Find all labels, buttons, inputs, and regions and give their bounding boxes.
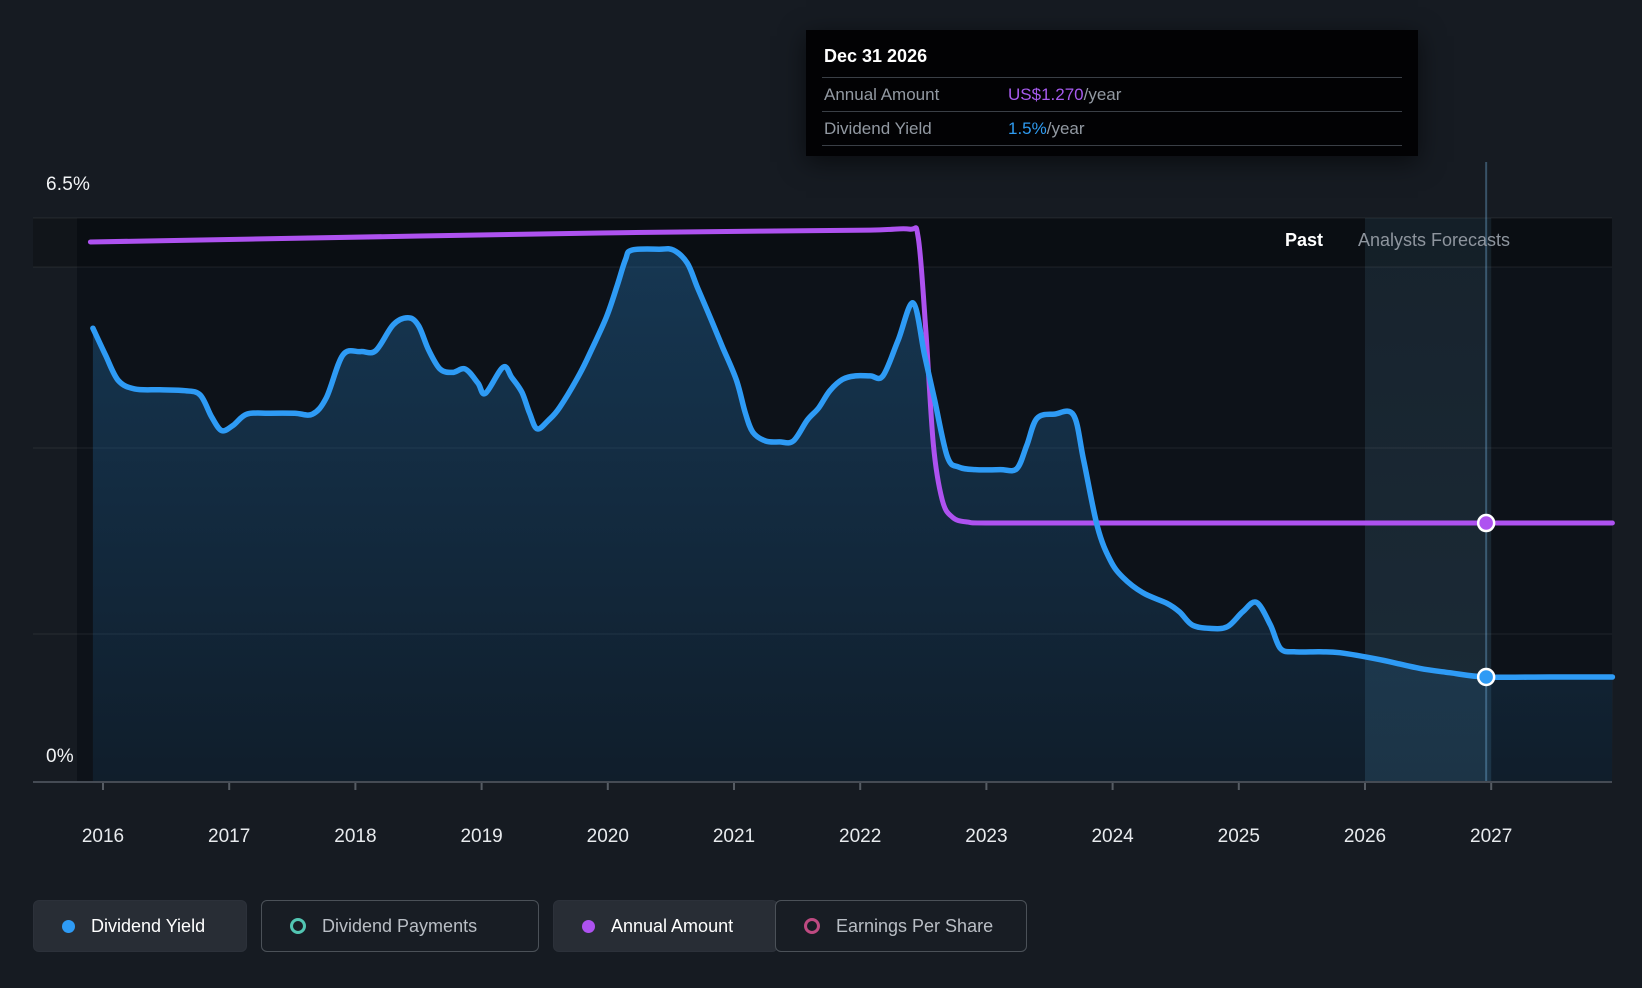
dividend-payments-marker-icon: [290, 918, 306, 934]
annual-amount-line[interactable]: [87, 225, 1615, 526]
x-axis-label: 2026: [1343, 826, 1387, 847]
legend-item-earnings-per-share[interactable]: Earnings Per Share: [775, 900, 1027, 952]
legend-item-label: Dividend Yield: [91, 915, 206, 936]
past-label: Past: [1284, 230, 1323, 250]
legend-item-label: Annual Amount: [611, 915, 734, 936]
annual-amount-marker-icon: [582, 919, 595, 933]
dividend-yield-line[interactable]: [90, 246, 1616, 681]
legend-item-label: Dividend Payments: [322, 915, 478, 936]
x-axis-label: 2019: [460, 826, 503, 847]
x-axis-label: 2021: [712, 826, 756, 847]
x-axis-label: 2018: [334, 826, 377, 847]
x-axis-label: 2022: [839, 826, 882, 847]
tooltip-row-suffix: /year: [1046, 118, 1085, 138]
y-axis-label-min: 0%: [46, 746, 74, 767]
dividend-yield-area: [92, 248, 1613, 782]
legend-item-annual-amount[interactable]: Annual Amount: [553, 900, 778, 952]
tooltip-row-suffix: /year: [1083, 84, 1122, 104]
annual-amount-marker[interactable]: [1476, 513, 1496, 533]
x-axis-label: 2017: [208, 826, 251, 847]
tooltip-rows: Annual Amount US$1.270/year Dividend Yield…: [822, 77, 1402, 146]
x-axis-label: 2016: [81, 826, 125, 847]
hover-tooltip: Dec 31 2026 Annual Amount US$1.270/year Di…: [806, 30, 1418, 156]
x-axis-label: 2024: [1091, 826, 1134, 847]
earnings-per-share-marker-icon: [804, 918, 820, 934]
legend-item-dividend-payments[interactable]: Dividend Payments: [261, 900, 539, 952]
legend-item-dividend-yield[interactable]: Dividend Yield: [33, 900, 247, 952]
tooltip-date: Dec 31 2026: [824, 46, 928, 66]
x-axis-label: 2023: [965, 826, 1008, 847]
tooltip-row-value: 1.5%: [1008, 118, 1047, 138]
x-axis-label: 2027: [1470, 826, 1513, 847]
header-strip: [33, 218, 1612, 267]
tooltip-row-label: Annual Amount: [824, 84, 940, 104]
analysts-forecasts-label: Analysts Forecasts: [1358, 230, 1511, 250]
y-axis-label-max: 6.5%: [46, 174, 91, 195]
tooltip-row: Annual Amount US$1.270/year: [822, 77, 1402, 111]
tooltip-row-label: Dividend Yield: [824, 118, 932, 138]
dividend-yield-marker-icon: [62, 919, 75, 933]
legend-item-label: Earnings Per Share: [836, 915, 994, 936]
dividend-yield-marker[interactable]: [1476, 667, 1496, 687]
x-axis-label: 2025: [1217, 826, 1260, 847]
x-axis-label: 2020: [586, 826, 629, 847]
tooltip-row-value: US$1.270: [1008, 84, 1084, 104]
tooltip-row: Dividend Yield 1.5%/year: [822, 111, 1402, 146]
